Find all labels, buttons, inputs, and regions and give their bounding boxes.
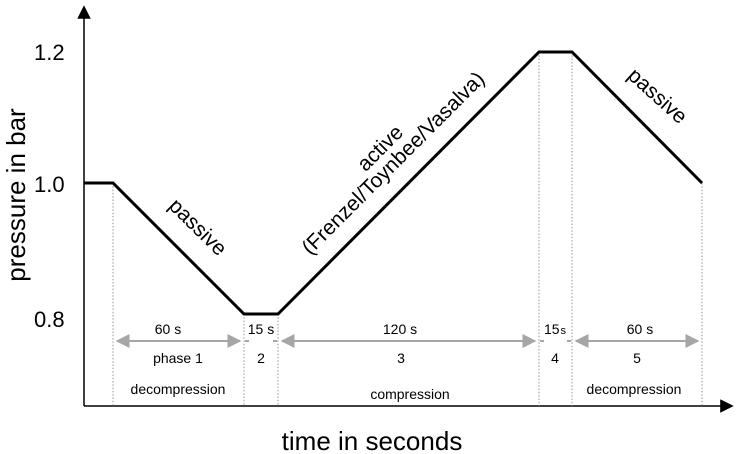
y-tick-label: 0.8 <box>34 307 65 332</box>
x-axis-title: time in seconds <box>282 426 463 454</box>
slope-label-passive-2: passive <box>623 64 691 129</box>
duration-label-4-unit: s <box>561 325 567 337</box>
slope-label-passive-1: passive <box>164 194 231 260</box>
phase-number-label: 5 <box>633 350 641 366</box>
duration-label: 60 s <box>155 321 181 337</box>
phase-type-label: decompression <box>587 381 682 397</box>
phase-number-label: phase 1 <box>153 350 203 366</box>
phase-type-label: compression <box>370 386 449 402</box>
phase-number-label: 2 <box>257 350 265 366</box>
duration-label: 120 s <box>383 321 417 337</box>
pressure-series-line <box>84 50 704 316</box>
phase-number-label: 4 <box>551 350 559 366</box>
y-tick-label: 1.2 <box>34 40 65 65</box>
slope-label-active-techniques: (Frenzel/Toynbee/Vasalva) <box>298 68 490 260</box>
y-tick-label: 1.0 <box>34 172 65 197</box>
phase-type-label: decompression <box>131 381 226 397</box>
duration-label-4-num: 15 <box>544 321 560 337</box>
y-axis-title: pressure in bar <box>1 108 31 282</box>
duration-label: 15 s <box>248 321 274 337</box>
duration-label: 60 s <box>627 321 653 337</box>
duration-label: 15s <box>544 321 567 337</box>
phase-number-label: 3 <box>397 350 405 366</box>
